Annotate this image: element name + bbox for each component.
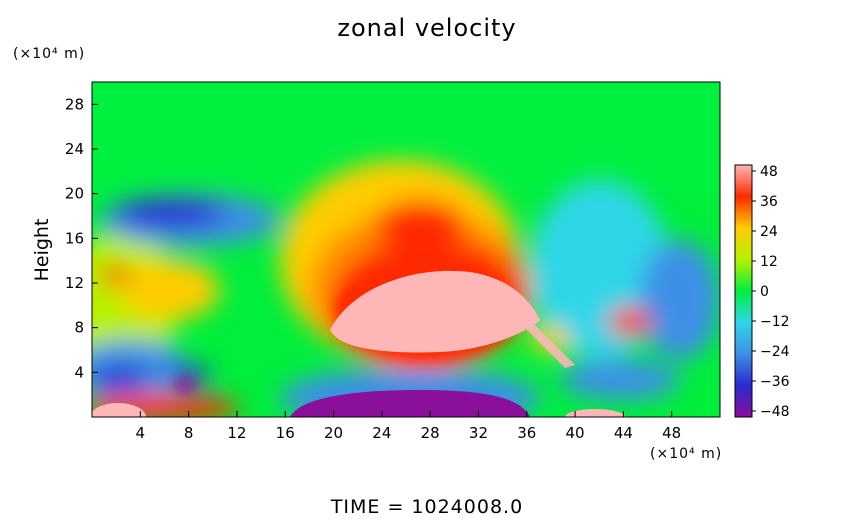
x-tick-label: 16 (276, 424, 295, 442)
y-axis: 4 8 12 16 20 24 28 (65, 95, 98, 381)
x-tick-label: 12 (227, 424, 246, 442)
colorbar-tick-label: 48 (760, 164, 778, 180)
y-tick-label: 12 (65, 274, 84, 292)
x-tick-label: 44 (614, 424, 633, 442)
y-tick-label: 4 (74, 363, 84, 381)
y-axis-label: Height (31, 219, 53, 282)
colorbar-tick-label: −36 (760, 374, 790, 390)
y-axis-unit: (×10⁴ m) (13, 46, 86, 62)
x-tick-label: 36 (517, 424, 536, 442)
x-tick-label: 40 (566, 424, 585, 442)
heatmap-field (92, 82, 720, 417)
y-tick-label: 28 (65, 95, 84, 113)
colorbar: 48 36 24 12 0 −12 −24 −36 −48 (734, 164, 790, 420)
colorbar-tick-label: −12 (760, 314, 790, 330)
y-tick-label: 24 (65, 140, 84, 158)
x-tick-label: 4 (136, 424, 146, 442)
x-axis-unit: (×10⁴ m) (650, 446, 723, 462)
x-tick-label: 32 (469, 424, 488, 442)
chart-title: zonal velocity (337, 14, 517, 42)
time-footer: TIME = 1024008.0 (330, 496, 524, 518)
y-tick-label: 20 (65, 185, 84, 203)
colorbar-tick-label: 12 (760, 254, 778, 270)
y-tick-label: 16 (65, 229, 84, 247)
colorbar-tick-label: −24 (760, 344, 790, 360)
x-tick-label: 48 (662, 424, 681, 442)
plot-frame (91, 81, 721, 418)
colorbar-scale (734, 164, 753, 418)
x-tick-label: 28 (421, 424, 440, 442)
x-tick-label: 24 (372, 424, 391, 442)
x-tick-label: 20 (324, 424, 343, 442)
colorbar-tick-label: −48 (760, 404, 790, 420)
colorbar-tick-label: 24 (760, 224, 778, 240)
x-tick-label: 8 (184, 424, 194, 442)
y-tick-label: 8 (74, 319, 84, 337)
colorbar-tick-label: 0 (760, 284, 769, 300)
colorbar-tick-label: 36 (760, 194, 778, 210)
x-axis: 4 8 12 16 20 24 28 32 36 40 44 48 (136, 411, 681, 442)
